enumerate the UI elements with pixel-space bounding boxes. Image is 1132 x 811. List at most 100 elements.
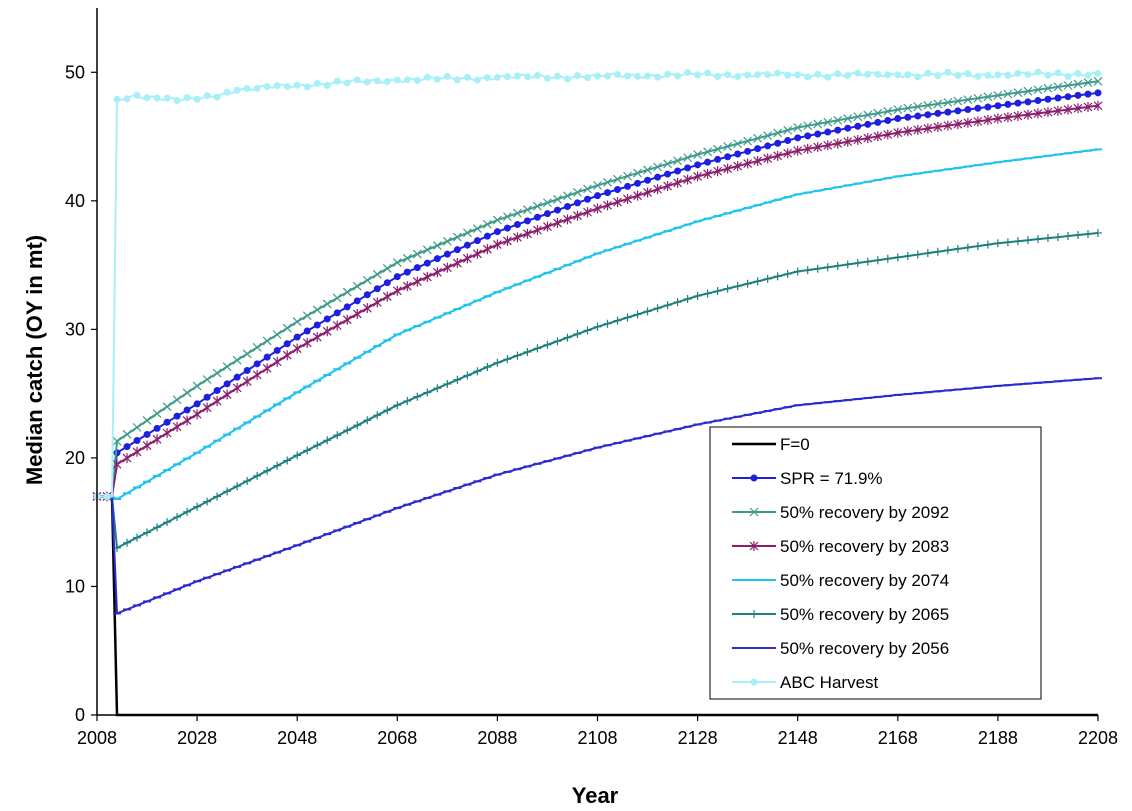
data-point — [282, 323, 292, 333]
data-point — [393, 76, 401, 84]
data-point — [113, 95, 121, 103]
data-point — [543, 198, 552, 208]
data-point — [203, 92, 211, 100]
series-3 — [92, 76, 1103, 501]
data-point — [833, 261, 842, 270]
data-point — [884, 71, 892, 79]
data-point — [813, 142, 823, 153]
data-point — [973, 116, 983, 127]
y-tick-label: 0 — [75, 705, 85, 725]
data-point — [302, 311, 312, 321]
data-point — [583, 207, 592, 218]
data-point — [543, 221, 552, 232]
data-point — [263, 83, 271, 91]
data-point — [813, 119, 823, 129]
data-point — [644, 72, 652, 80]
data-point — [433, 255, 441, 263]
data-point — [1004, 100, 1012, 108]
data-point — [844, 124, 852, 132]
data-point — [633, 190, 642, 201]
data-point — [973, 93, 983, 103]
data-point — [813, 264, 822, 273]
legend-item: 50% recovery by 2074 — [732, 571, 949, 590]
y-tick-label: 30 — [65, 319, 85, 339]
data-point — [463, 241, 471, 249]
data-point — [123, 443, 131, 451]
data-point — [863, 133, 873, 144]
data-point — [563, 191, 572, 201]
data-point — [423, 259, 431, 267]
x-axis-title: Year — [572, 783, 619, 808]
data-point — [613, 316, 622, 325]
data-point — [644, 176, 652, 184]
data-point — [373, 77, 381, 85]
data-point — [823, 263, 832, 272]
legend-label: ABC Harvest — [780, 673, 879, 692]
data-point — [873, 256, 882, 265]
data-point — [272, 330, 282, 339]
data-point — [944, 68, 952, 76]
data-point — [142, 440, 152, 451]
data-point — [793, 267, 802, 276]
series-4 — [92, 100, 1103, 502]
data-point — [933, 99, 943, 109]
data-point — [1033, 235, 1042, 244]
data-point — [803, 143, 813, 154]
data-point — [704, 158, 712, 166]
data-point — [883, 129, 893, 140]
data-point — [823, 117, 833, 127]
data-point — [593, 203, 602, 214]
data-point — [674, 167, 682, 175]
data-point — [122, 429, 132, 439]
data-point — [684, 164, 692, 172]
data-point — [242, 376, 252, 387]
data-point — [273, 346, 281, 354]
data-point — [112, 436, 122, 446]
data-point — [614, 186, 622, 194]
data-point — [273, 461, 282, 470]
data-point — [743, 136, 753, 146]
tick-layer: 0 10 20 30 40 50 2008 2028 2048 2068 2088 2108 2128 2… — [65, 62, 1118, 748]
data-point — [643, 165, 652, 175]
data-point — [203, 393, 211, 401]
data-point — [723, 284, 732, 293]
data-point — [213, 93, 221, 101]
data-point — [954, 107, 962, 115]
data-point — [462, 253, 472, 264]
data-point — [724, 71, 732, 79]
data-point — [333, 77, 341, 85]
legend-label: 50% recovery by 2074 — [780, 571, 949, 590]
data-point — [603, 200, 612, 211]
data-point — [634, 179, 642, 187]
data-point — [1013, 88, 1023, 98]
x-tick-label: 2048 — [277, 728, 317, 748]
data-point — [1093, 76, 1103, 86]
data-point — [292, 343, 302, 354]
data-point — [343, 426, 352, 435]
data-point — [103, 492, 111, 500]
data-point — [833, 138, 843, 149]
data-point — [1033, 108, 1043, 119]
data-point — [893, 105, 903, 114]
data-point — [503, 224, 511, 232]
data-point — [293, 333, 301, 341]
data-point — [553, 337, 562, 346]
data-point — [684, 68, 692, 76]
data-point — [803, 121, 813, 131]
data-point — [783, 269, 792, 278]
data-point — [512, 232, 522, 243]
data-point — [163, 418, 171, 426]
data-point — [894, 71, 902, 79]
data-point — [1073, 79, 1083, 89]
data-point — [423, 388, 432, 397]
data-point — [913, 124, 923, 135]
data-point — [974, 72, 982, 80]
data-point — [1043, 83, 1053, 93]
data-point — [272, 356, 282, 367]
data-point — [422, 271, 432, 282]
data-point — [1014, 69, 1022, 77]
data-point — [854, 122, 862, 130]
data-point — [373, 285, 381, 293]
data-point — [664, 170, 672, 178]
data-point — [824, 128, 832, 136]
